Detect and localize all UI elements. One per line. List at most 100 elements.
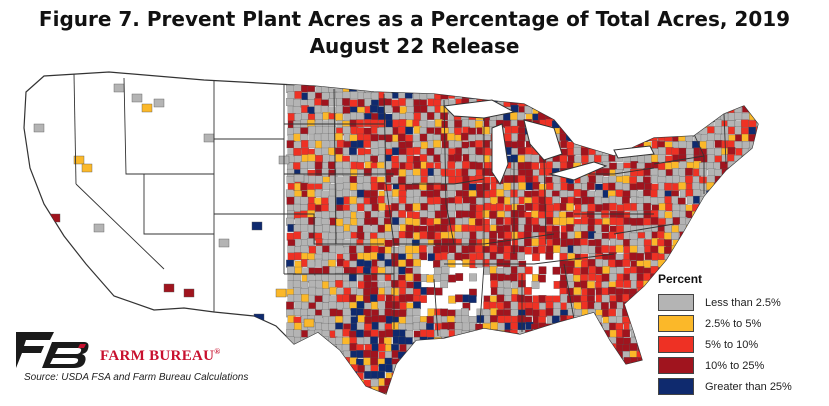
county-cell: [489, 92, 498, 101]
county-cell: [560, 111, 569, 120]
county-cell: [334, 329, 343, 337]
county-cell: [649, 133, 658, 141]
county-cell: [559, 91, 568, 100]
county-cell: [292, 379, 301, 387]
county-cell: [524, 76, 533, 85]
county-cell: [469, 343, 477, 352]
county-cell: [468, 351, 476, 359]
county-cell: [300, 224, 308, 232]
county-cell: [510, 209, 519, 218]
county-cell: [580, 147, 589, 156]
county-cell: [475, 77, 484, 86]
county-cell: [678, 245, 687, 254]
county-cell: [608, 316, 617, 324]
county-cell: [756, 140, 758, 149]
county-cell: [657, 162, 666, 171]
county-cell: [81, 163, 93, 173]
county-cell: [637, 134, 646, 143]
county-cell: [363, 139, 372, 148]
county-cell: [510, 322, 519, 330]
county-cell: [595, 175, 604, 183]
county-cell: [595, 266, 604, 275]
county-cell: [573, 344, 582, 353]
county-cell: [475, 120, 483, 129]
county-cell: [370, 378, 379, 387]
county-cell: [573, 77, 581, 86]
county-cell: [419, 329, 428, 338]
county-cell: [336, 78, 345, 87]
county-cell: [300, 337, 309, 345]
county-cell: [504, 231, 512, 240]
county-cell: [293, 294, 302, 302]
county-cell: [763, 113, 771, 121]
county-cell: [321, 322, 329, 331]
county-cell: [616, 127, 624, 136]
county-cell: [616, 140, 625, 149]
county-cell: [510, 364, 519, 373]
county-cell: [461, 344, 470, 352]
county-cell: [489, 189, 498, 198]
county-cell: [672, 112, 681, 120]
county-cell: [503, 182, 512, 191]
county-cell: [412, 168, 421, 177]
county-cell: [482, 78, 491, 86]
county-cell: [532, 78, 541, 87]
county-cell: [565, 372, 574, 381]
county-cell: [433, 260, 441, 268]
county-cell: [671, 147, 680, 156]
county-cell: [567, 183, 575, 192]
county-cell: [559, 378, 568, 387]
county-cell: [602, 140, 610, 148]
county-cell: [327, 393, 336, 394]
county-cell: [609, 385, 618, 393]
county-cell: [532, 253, 540, 262]
county-cell: [420, 385, 429, 394]
county-cell: [482, 168, 490, 176]
county-cell: [301, 78, 310, 86]
county-cell: [131, 93, 143, 103]
county-cell: [349, 294, 357, 303]
county-cell: [609, 140, 618, 149]
county-cell: [322, 77, 330, 85]
county-cell: [707, 168, 716, 177]
county-cell: [531, 84, 539, 93]
county-cell: [595, 258, 604, 267]
county-cell: [426, 287, 435, 295]
county-cell: [433, 357, 442, 365]
county-cell: [728, 78, 737, 87]
county-cell: [440, 77, 449, 86]
county-cell: [469, 392, 477, 394]
county-cell: [764, 98, 772, 106]
county-cell: [433, 246, 441, 254]
county-cell: [301, 350, 309, 359]
county-cell: [560, 105, 569, 114]
county-cell: [608, 231, 617, 240]
county-cell: [322, 385, 330, 394]
county-cell: [349, 393, 358, 394]
county-cell: [531, 351, 540, 360]
county-cell: [426, 343, 435, 351]
county-cell: [741, 84, 749, 93]
county-cell: [475, 386, 484, 394]
county-cell: [322, 182, 331, 190]
county-cell: [342, 392, 351, 394]
county-cell: [454, 252, 463, 261]
county-cell: [384, 378, 393, 386]
county-cell: [462, 259, 471, 267]
county-cell: [720, 259, 729, 267]
county-cell: [511, 78, 520, 86]
county-cell: [307, 372, 316, 380]
county-cell: [581, 231, 589, 239]
county-cell: [287, 210, 295, 219]
county-cell: [637, 127, 646, 136]
county-cell: [348, 273, 357, 282]
county-cell: [719, 161, 728, 170]
county-cell: [552, 329, 561, 338]
county-cell: [721, 211, 729, 219]
county-cell: [630, 168, 638, 177]
county-cell: [461, 357, 469, 366]
county-cell: [595, 384, 604, 393]
county-cell: [657, 239, 666, 247]
county-cell: [420, 378, 428, 387]
county-cell: [378, 202, 387, 211]
